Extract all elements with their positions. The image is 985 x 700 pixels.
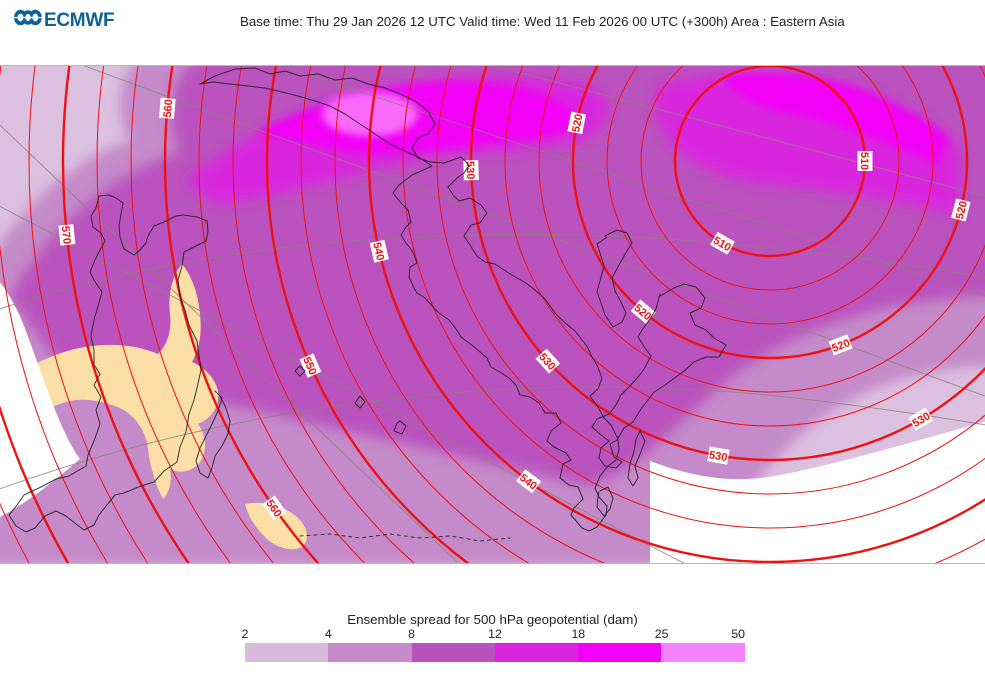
svg-text:570: 570: [59, 225, 73, 245]
svg-text:510: 510: [858, 152, 870, 170]
svg-text:560: 560: [162, 99, 176, 118]
